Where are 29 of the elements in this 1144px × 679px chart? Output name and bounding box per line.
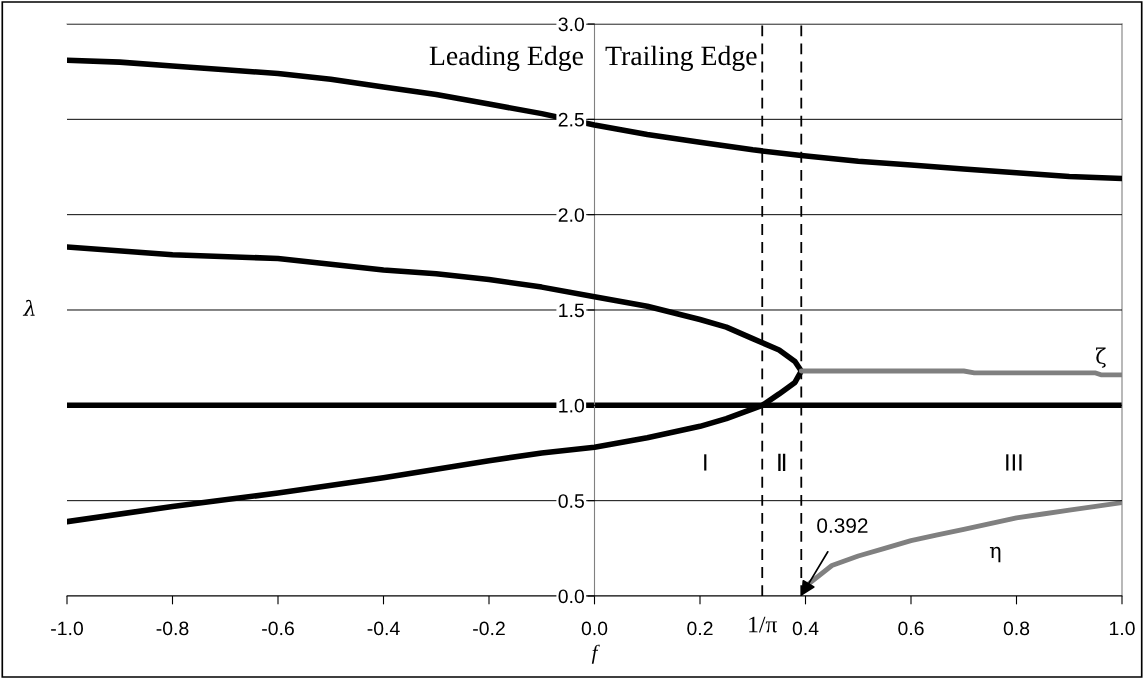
x-axis-title: f: [591, 644, 600, 664]
x-tick-label: 0.4: [792, 621, 819, 636]
x-tick-label: 0.2: [687, 621, 713, 636]
x-tick-label: -0.6: [262, 621, 294, 636]
annotation: Ⅱ: [778, 453, 786, 471]
x-tick-label: -0.2: [473, 621, 505, 636]
annotation: III: [1006, 454, 1022, 471]
x-tick-label: -1.0: [51, 621, 83, 636]
x-tick-label: 0.8: [1003, 621, 1030, 636]
y-tick-label: 0.0: [558, 589, 585, 604]
y-tick-label: 3.0: [558, 17, 585, 32]
y-tick-label: 1.0: [559, 398, 585, 413]
ref-line-label: 1/π: [749, 616, 778, 633]
x-tick-label: -0.8: [156, 621, 189, 636]
x-tick-label: -0.4: [367, 621, 400, 636]
x-tick-label: 1.0: [1109, 621, 1135, 636]
annotation: I: [704, 454, 707, 471]
y-tick-label: 0.5: [558, 494, 584, 508]
x-tick-label: 0.0: [581, 621, 608, 636]
y-axis-title: λ: [22, 299, 35, 316]
series-label: ζ: [1096, 347, 1106, 368]
y-tick-label: 2.5: [558, 112, 584, 127]
annotation: Leading Edge: [429, 45, 583, 71]
annotation: Trailing Edge: [605, 45, 757, 71]
y-tick-label: 2.0: [558, 208, 585, 222]
annotation: 0.392: [817, 518, 868, 533]
x-tick-label: 0.6: [898, 621, 924, 636]
series-label: η: [989, 546, 1001, 563]
y-tick-label: 1.5: [559, 303, 584, 318]
